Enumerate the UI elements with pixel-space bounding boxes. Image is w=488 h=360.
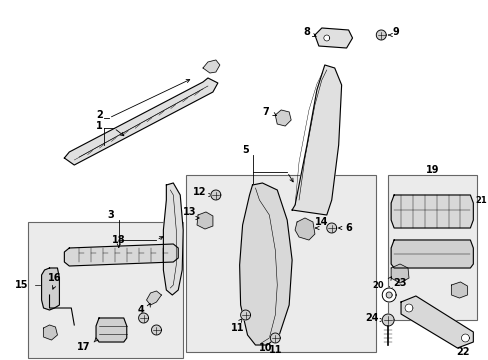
Polygon shape [64,244,178,266]
Polygon shape [291,65,341,215]
Polygon shape [382,288,395,302]
Text: 9: 9 [392,27,399,37]
Polygon shape [239,183,291,345]
Polygon shape [461,334,468,342]
FancyBboxPatch shape [28,222,183,358]
Text: 14: 14 [314,217,328,227]
Text: 16: 16 [48,273,61,283]
Polygon shape [390,240,472,268]
Text: 8: 8 [303,27,310,37]
Polygon shape [450,282,467,298]
Text: 22: 22 [456,347,469,357]
Polygon shape [323,35,329,41]
Polygon shape [400,296,472,348]
Polygon shape [163,183,183,295]
Text: 5: 5 [242,145,248,155]
Text: 18: 18 [112,235,125,245]
Text: 4: 4 [137,305,143,315]
FancyBboxPatch shape [186,175,376,352]
Polygon shape [294,218,314,240]
Text: 11: 11 [230,323,244,333]
Text: 15: 15 [15,280,28,290]
Polygon shape [376,30,386,40]
Polygon shape [382,314,393,326]
Polygon shape [41,268,60,310]
Polygon shape [404,304,412,312]
Polygon shape [314,28,352,48]
Text: 23: 23 [392,278,406,288]
Polygon shape [210,190,221,200]
Polygon shape [64,78,218,165]
Polygon shape [240,310,250,320]
Text: 6: 6 [345,223,351,233]
Text: 10: 10 [258,343,272,353]
Polygon shape [386,292,391,298]
Text: 3: 3 [107,210,114,220]
Text: 24: 24 [364,313,378,323]
Polygon shape [146,291,161,305]
Polygon shape [139,313,148,323]
Polygon shape [96,318,126,342]
Polygon shape [270,333,280,343]
Polygon shape [151,325,161,335]
Text: 20: 20 [372,280,384,289]
Text: 17: 17 [77,342,91,352]
Text: 13: 13 [183,207,197,217]
FancyBboxPatch shape [387,175,476,320]
Text: 19: 19 [425,165,439,175]
Text: 2: 2 [97,110,103,120]
Text: 12: 12 [193,187,206,197]
Polygon shape [390,264,408,283]
Polygon shape [326,223,336,233]
Polygon shape [197,212,212,229]
Polygon shape [275,110,290,126]
Text: 1: 1 [96,121,102,131]
Text: 7: 7 [262,107,268,117]
Polygon shape [390,195,472,228]
Polygon shape [203,60,220,73]
Text: 21: 21 [474,195,486,204]
Polygon shape [43,325,57,340]
Text: 11: 11 [268,345,282,355]
